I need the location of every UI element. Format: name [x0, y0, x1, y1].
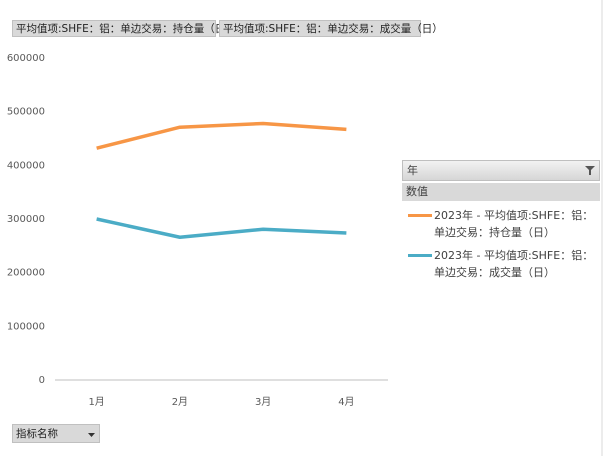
- y-tick-label: 400000: [7, 160, 45, 171]
- x-tick-label: 3月: [255, 396, 271, 408]
- legend-label: 2023年 - 平均值项:SHFE：铝：单边交易：成交量（日）: [434, 249, 594, 279]
- legend-swatch: [408, 254, 432, 257]
- x-tick-label: 1月: [88, 396, 104, 408]
- legend-title: 年: [407, 164, 418, 177]
- row-button-label: 指标名称: [16, 428, 58, 440]
- x-tick-label: 2月: [172, 396, 188, 408]
- line-series: [96, 217, 347, 239]
- legend-entry: 2023年 - 平均值项:SHFE：铝：单边交易：持仓量（日）: [402, 207, 600, 241]
- field-button[interactable]: 平均值项:SHFE：铝：单边交易：持仓量（日）: [12, 20, 236, 37]
- line-series: [96, 121, 347, 150]
- y-tick-label: 300000: [7, 214, 45, 225]
- y-tick-label: 500000: [7, 107, 45, 118]
- y-tick-label: 200000: [7, 268, 45, 279]
- legend-entry: 2023年 - 平均值项:SHFE：铝：单边交易：成交量（日）: [402, 247, 600, 281]
- y-tick-label: 100000: [7, 321, 45, 332]
- filter-icon: [585, 166, 595, 175]
- row-button[interactable]: 指标名称: [12, 424, 100, 443]
- legend-subtitle: 数值: [402, 183, 600, 201]
- dropdown-icon: [88, 433, 95, 437]
- legend-swatch: [408, 214, 432, 217]
- y-tick-label: 600000: [7, 53, 45, 64]
- legend-label: 2023年 - 平均值项:SHFE：铝：单边交易：持仓量（日）: [434, 209, 594, 239]
- field-button[interactable]: 平均值项:SHFE：铝：单边交易：成交量（日）: [219, 20, 443, 37]
- y-tick-label: 0: [39, 375, 45, 386]
- legend: 年 数值 2023年 - 平均值项:SHFE：铝：单边交易：持仓量（日） 2023…: [402, 160, 600, 281]
- legend-filter[interactable]: 年: [402, 160, 600, 181]
- x-tick-label: 4月: [338, 396, 354, 408]
